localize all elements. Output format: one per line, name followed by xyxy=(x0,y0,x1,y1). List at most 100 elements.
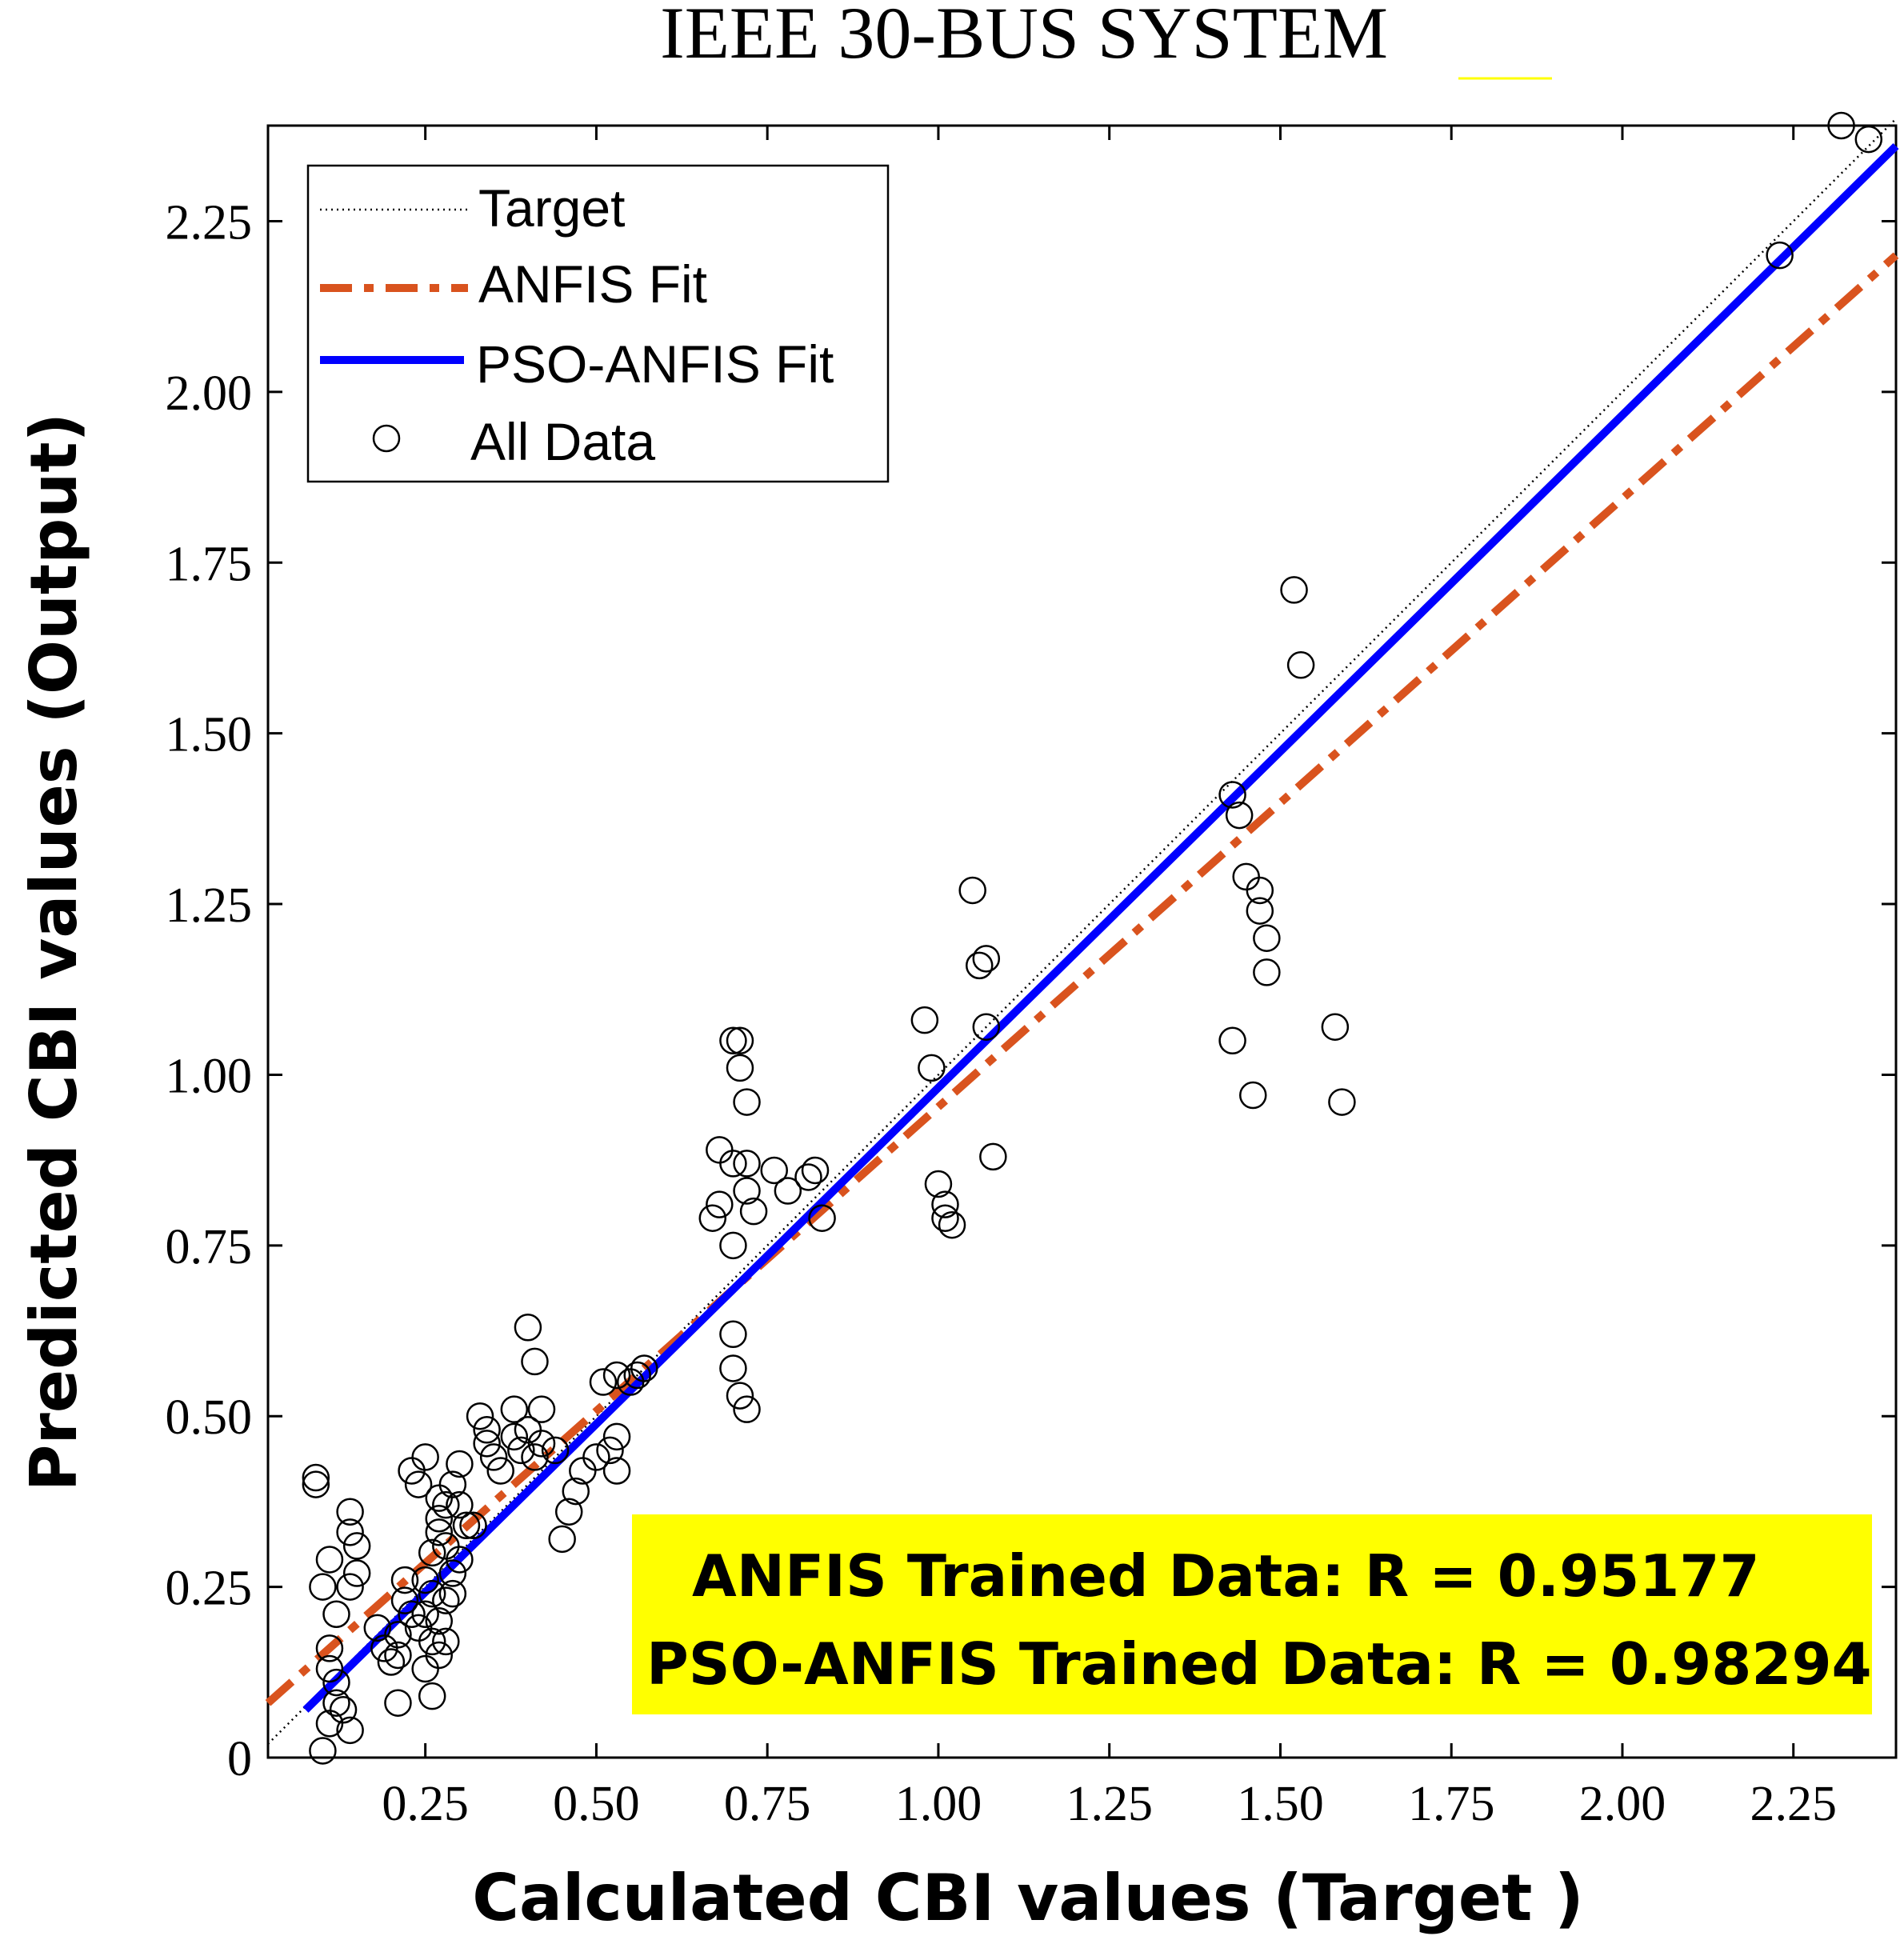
data-point xyxy=(315,1654,344,1683)
data-point xyxy=(596,1436,624,1465)
data-point xyxy=(438,1470,467,1498)
legend-data-marker xyxy=(372,424,401,453)
data-point xyxy=(479,1443,508,1471)
x-tick-label: 1.25 xyxy=(1066,1777,1153,1831)
data-point xyxy=(507,1436,535,1465)
y-tick-label: 2.00 xyxy=(166,366,253,421)
data-point xyxy=(432,1627,460,1656)
data-point xyxy=(527,1395,556,1423)
data-point xyxy=(1218,1026,1246,1055)
data-point xyxy=(1239,1081,1267,1110)
data-point xyxy=(390,1586,419,1614)
data-point xyxy=(1246,897,1274,925)
data-point xyxy=(602,1457,631,1485)
data-point xyxy=(446,1546,474,1574)
data-point xyxy=(500,1422,529,1451)
data-point xyxy=(473,1430,501,1458)
data-point xyxy=(315,1634,344,1662)
data-point xyxy=(418,1538,446,1567)
data-point xyxy=(521,1443,549,1471)
data-point xyxy=(432,1586,460,1614)
legend-pso-label: PSO-ANFIS Fit xyxy=(476,334,834,394)
data-point xyxy=(931,1204,959,1232)
data-point xyxy=(363,1614,392,1642)
data-point xyxy=(315,1710,344,1738)
y-tick-label: 0.50 xyxy=(166,1390,253,1445)
data-point xyxy=(938,1210,966,1239)
data-point xyxy=(309,1737,337,1765)
annotation: ANFIS Trained Data: R = 0.95177 PSO-ANFI… xyxy=(632,1514,1872,1714)
data-point xyxy=(719,1026,747,1055)
x-axis-label: Calculated CBI values (Target ) xyxy=(472,1861,1584,1935)
data-point xyxy=(958,876,986,905)
data-point xyxy=(739,1197,768,1226)
annotation-box xyxy=(632,1514,1872,1714)
data-point xyxy=(760,1156,788,1185)
data-point xyxy=(302,1463,330,1492)
x-tick-label: 1.75 xyxy=(1408,1777,1495,1831)
data-point xyxy=(438,1559,467,1587)
data-point xyxy=(808,1204,836,1232)
y-tick-label: 0 xyxy=(227,1732,252,1786)
y-axis-label: Predicted CBI values (Output) xyxy=(17,413,91,1491)
legend-data-label: All Data xyxy=(470,412,655,471)
data-point xyxy=(733,1088,761,1116)
y-tick-label: 1.25 xyxy=(166,878,253,933)
data-point xyxy=(726,1054,754,1082)
data-point xyxy=(719,1320,747,1349)
data-point xyxy=(336,1498,364,1526)
data-point xyxy=(726,1026,754,1055)
data-point xyxy=(1280,576,1308,604)
data-point xyxy=(404,1470,433,1498)
fit-lines xyxy=(265,118,1899,1745)
data-points xyxy=(302,111,1883,1765)
data-point xyxy=(1225,801,1254,830)
x-axis: 0.25 0.50 0.75 1.00 1.25 1.50 1.75 2.00 2.25 xyxy=(382,126,1837,1831)
data-point xyxy=(1766,241,1794,270)
data-point xyxy=(322,1689,350,1717)
data-point xyxy=(342,1559,371,1587)
data-point xyxy=(411,1566,439,1594)
data-point xyxy=(446,1450,474,1478)
plot-area xyxy=(266,124,1898,1759)
data-point xyxy=(733,1177,761,1205)
data-point xyxy=(336,1573,364,1601)
legend-anfis-label: ANFIS Fit xyxy=(478,254,707,314)
data-point xyxy=(459,1511,487,1540)
data-point xyxy=(965,951,994,980)
data-point xyxy=(548,1525,576,1554)
x-tick-label: 2.00 xyxy=(1579,1777,1666,1831)
data-point xyxy=(589,1368,618,1396)
y-axis: 0 0.25 0.50 0.75 1.00 1.25 1.50 1.75 2.00 2.25 xyxy=(166,195,1896,1786)
data-point xyxy=(719,1231,747,1260)
annotation-line-pso: PSO-ANFIS Trained Data: R = 0.98294 xyxy=(646,1630,1872,1698)
data-point xyxy=(390,1566,419,1594)
data-point xyxy=(315,1546,344,1574)
data-point xyxy=(541,1436,570,1465)
data-point xyxy=(719,1150,747,1178)
data-point xyxy=(623,1361,651,1390)
data-point xyxy=(302,1470,330,1498)
y-tick-label: 1.00 xyxy=(166,1049,253,1103)
legend: Target ANFIS Fit PSO-ANFIS Fit All Data xyxy=(306,164,890,483)
data-point xyxy=(562,1477,590,1506)
data-point xyxy=(602,1422,631,1451)
data-point xyxy=(602,1361,631,1390)
data-point xyxy=(438,1579,467,1608)
data-point xyxy=(521,1347,549,1376)
data-point xyxy=(514,1314,542,1342)
data-point xyxy=(452,1511,481,1540)
data-point xyxy=(733,1150,761,1178)
x-tick-label: 0.75 xyxy=(724,1777,811,1831)
data-point xyxy=(500,1395,529,1423)
data-point xyxy=(309,1573,337,1601)
data-point xyxy=(425,1607,454,1635)
data-point xyxy=(774,1177,802,1205)
data-point xyxy=(924,1170,953,1198)
data-point xyxy=(336,1518,364,1546)
data-point xyxy=(972,945,1001,973)
data-point xyxy=(446,1490,474,1519)
data-point xyxy=(411,1600,439,1629)
data-point xyxy=(1854,125,1883,154)
